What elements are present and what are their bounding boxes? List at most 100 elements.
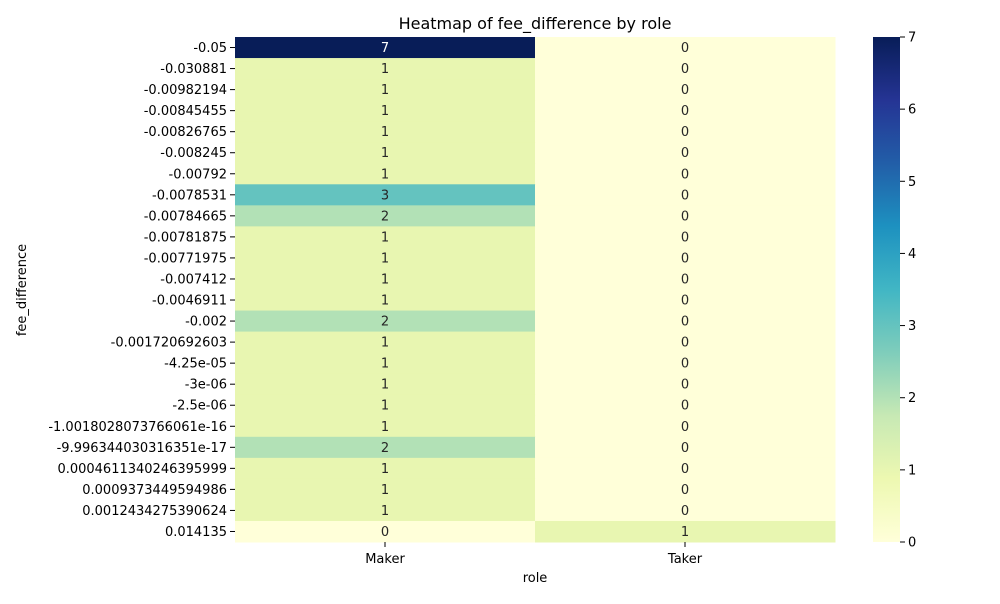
cell-value-label: 0	[681, 504, 689, 519]
y-tick-label: -0.001720692603	[111, 336, 227, 351]
colorbar-tick-label: 0	[908, 536, 916, 551]
heatmap-cell	[535, 478, 836, 501]
colorbar-tick-label: 4	[908, 247, 916, 262]
cell-value-label: 1	[381, 272, 389, 287]
heatmap-cell	[535, 247, 836, 269]
cell-value-label: 0	[681, 315, 689, 330]
cell-value-label: 0	[681, 462, 689, 477]
heatmap-cell	[235, 79, 536, 101]
heatmap-cell	[535, 436, 836, 459]
cell-value-label: 1	[381, 294, 389, 309]
y-tick-label: -0.00781875	[144, 230, 227, 245]
heatmap-cell	[535, 184, 836, 206]
cell-value-label: 1	[381, 483, 389, 498]
heatmap-cell	[235, 58, 536, 80]
heatmap-cell	[235, 331, 536, 354]
cell-value-label: 0	[681, 167, 689, 182]
heatmap-cell	[535, 331, 836, 354]
heatmap-cell	[235, 436, 536, 459]
cell-value-label: 7	[381, 41, 389, 56]
cell-value-label: 0	[681, 230, 689, 245]
heatmap-cell	[235, 394, 536, 417]
colorbar-tick-label: 3	[908, 319, 916, 334]
cell-value-label: 1	[381, 62, 389, 77]
heatmap-cell	[235, 289, 536, 312]
cell-value-label: 1	[381, 251, 389, 266]
y-axis-label: fee_difference	[15, 244, 30, 336]
y-tick-label: -0.008245	[160, 146, 227, 161]
heatmap-cell	[235, 520, 536, 543]
heatmap-cell	[535, 205, 836, 227]
y-tick-label: -0.00771975	[144, 251, 227, 266]
y-tick-label: -0.00826765	[144, 125, 227, 140]
heatmap-cell	[535, 457, 836, 480]
heatmap-cell	[235, 226, 536, 248]
heatmap-cell	[535, 373, 836, 396]
y-tick-label: -0.00792	[169, 167, 227, 182]
cell-value-label: 0	[681, 251, 689, 266]
chart-title: Heatmap of fee_difference by role	[399, 14, 672, 34]
heatmap-cell	[235, 373, 536, 396]
cell-value-label: 0	[681, 378, 689, 393]
cell-value-label: 1	[381, 420, 389, 435]
y-tick-label: -0.007412	[160, 272, 227, 287]
cell-value-label: 0	[681, 125, 689, 140]
heatmap-cell	[235, 37, 536, 59]
heatmap-cells	[235, 37, 836, 543]
cell-value-label: 0	[681, 41, 689, 56]
heatmap-cell	[235, 121, 536, 143]
x-axis-label: role	[523, 571, 548, 586]
cell-value-label: 0	[681, 104, 689, 119]
y-tick-label: -0.030881	[160, 62, 227, 77]
cell-value-label: 0	[681, 272, 689, 287]
colorbar-gradient	[873, 37, 900, 542]
heatmap-cell	[535, 394, 836, 417]
heatmap-cell	[535, 310, 836, 333]
heatmap-cell	[235, 205, 536, 227]
heatmap-cell	[235, 478, 536, 501]
cell-value-label: 0	[681, 336, 689, 351]
heatmap-cell	[235, 163, 536, 185]
y-tick-label: -1.0018028073766061e-16	[48, 420, 227, 435]
x-tick-label: Maker	[365, 552, 405, 567]
x-tick-label: Taker	[667, 552, 703, 567]
y-tick-label: 0.0004611340246395999	[57, 462, 227, 477]
cell-value-label: 0	[681, 146, 689, 161]
heatmap-cell	[235, 352, 536, 375]
heatmap-cell	[235, 499, 536, 522]
cell-value-label: 2	[381, 209, 389, 224]
cell-value-label: 1	[381, 167, 389, 182]
colorbar: 0 1 2 3 4 5 6 7	[873, 31, 916, 551]
cell-value-label: 1	[381, 336, 389, 351]
cell-value-label: 1	[381, 504, 389, 519]
y-tick-label: -2.5e-06	[172, 399, 227, 414]
cell-value-label: 1	[381, 399, 389, 414]
cell-value-label: 0	[681, 420, 689, 435]
heatmap-cell	[535, 226, 836, 248]
y-tick-label: 0.0012434275390624	[82, 504, 227, 519]
cell-value-label: 0	[681, 357, 689, 372]
x-axis-ticks: Maker Taker	[365, 542, 703, 567]
cell-value-label: 0	[681, 441, 689, 456]
heatmap-cell	[535, 58, 836, 80]
heatmap-cell	[535, 499, 836, 522]
heatmap-cell	[535, 520, 836, 543]
y-tick-label: 0.014135	[165, 525, 227, 540]
y-tick-label: -3e-06	[185, 378, 227, 393]
cell-value-label: 0	[681, 62, 689, 77]
heatmap-cell	[535, 289, 836, 312]
heatmap-cell	[535, 121, 836, 143]
cell-value-label: 0	[381, 525, 389, 540]
heatmap-cell	[235, 268, 536, 290]
heatmap-cell	[535, 142, 836, 164]
y-tick-label: -0.0078531	[152, 188, 227, 203]
heatmap-cell	[235, 100, 536, 122]
heatmap-cell	[235, 142, 536, 164]
cell-value-label: 0	[681, 483, 689, 498]
cell-value-label: 3	[381, 188, 389, 203]
heatmap-cell	[535, 37, 836, 59]
heatmap-cell	[535, 100, 836, 122]
y-tick-label: -0.00982194	[144, 83, 227, 98]
